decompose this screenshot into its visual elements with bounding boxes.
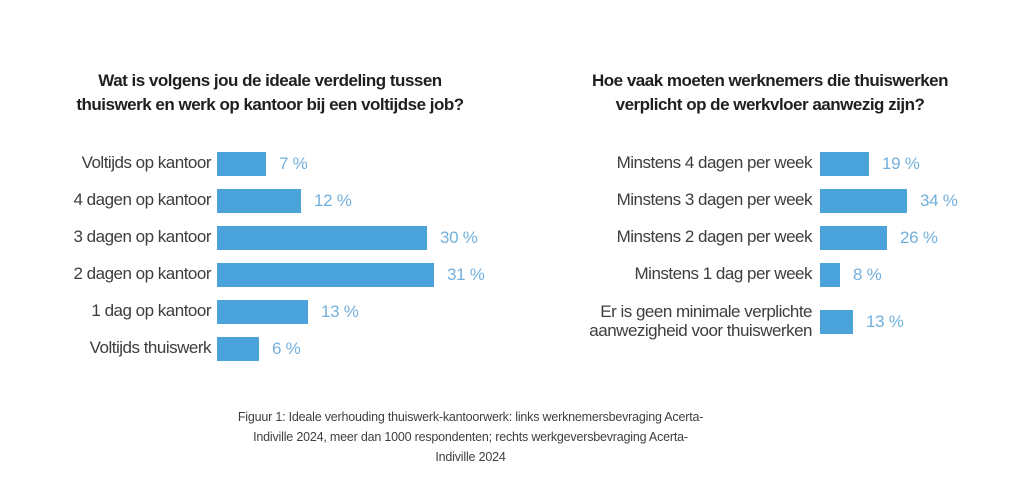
- bar: [217, 299, 308, 324]
- bar: [820, 262, 840, 287]
- chart-row: 1 dag op kantoor 13 %: [60, 293, 520, 330]
- chart-row: Voltijds thuiswerk 6 %: [60, 330, 520, 367]
- value-label: 7 %: [279, 153, 308, 173]
- right-chart-title: Hoe vaak moeten werknemers die thuiswerk…: [555, 69, 985, 117]
- chart-row: Er is geen minimale verplichte aanwezigh…: [560, 293, 1020, 351]
- value-label: 13 %: [866, 312, 904, 331]
- value-label: 19 %: [882, 153, 920, 173]
- bar: [820, 310, 853, 334]
- value-label: 13 %: [321, 301, 359, 321]
- figure-caption-line-2: Indiville 2024, meer dan 1000 respondent…: [253, 430, 688, 444]
- value-label: 8 %: [853, 264, 882, 284]
- value-label: 6 %: [272, 338, 301, 358]
- bar: [217, 151, 266, 176]
- bar: [217, 262, 434, 287]
- right-chart-title-line-1: Hoe vaak moeten werknemers die thuiswerk…: [592, 71, 949, 90]
- chart-row: Voltijds op kantoor 7 %: [60, 145, 520, 182]
- left-chart-title-line-1: Wat is volgens jou de ideale verdeling t…: [98, 71, 442, 90]
- bar: [820, 151, 869, 176]
- category-label: 2 dagen op kantoor: [73, 264, 211, 284]
- chart-row: 3 dagen op kantoor 30 %: [60, 219, 520, 256]
- left-chart-title: Wat is volgens jou de ideale verdeling t…: [55, 69, 485, 117]
- value-label: 30 %: [440, 227, 478, 247]
- chart-row: Minstens 1 dag per week 8 %: [560, 256, 1020, 293]
- bar: [820, 225, 887, 250]
- category-label: Er is geen minimale verplichte aanwezigh…: [589, 302, 812, 340]
- category-label: 4 dagen op kantoor: [73, 190, 211, 210]
- left-chart-title-line-2: thuiswerk en werk op kantoor bij een vol…: [76, 95, 464, 114]
- value-label: 31 %: [447, 264, 485, 284]
- bar: [217, 188, 301, 213]
- category-label: Minstens 2 dagen per week: [616, 227, 813, 247]
- chart-row: Minstens 4 dagen per week 19 %: [560, 145, 1020, 182]
- figure-caption-line-1: Figuur 1: Ideale verhouding thuiswerk-ka…: [237, 410, 704, 424]
- right-chart-title-line-2: verplicht op de werkvloer aanwezig zijn?: [615, 95, 925, 114]
- figure-caption: Figuur 1: Ideale verhouding thuiswerk-ka…: [0, 407, 941, 467]
- chart-row: 4 dagen op kantoor 12 %: [60, 182, 520, 219]
- chart-row: Minstens 3 dagen per week 34 %: [560, 182, 1020, 219]
- category-label: Minstens 1 dag per week: [634, 264, 813, 284]
- category-label: Minstens 3 dagen per week: [616, 190, 813, 210]
- bar: [217, 225, 427, 250]
- bar: [820, 188, 907, 213]
- right-chart-bars: Minstens 4 dagen per week 19 % Minstens 3 …: [560, 145, 1020, 351]
- category-label: Voltijds op kantoor: [81, 153, 212, 173]
- value-label: 34 %: [920, 190, 958, 210]
- left-chart-bars: Voltijds op kantoor 7 % 4 dagen op kantoor…: [60, 145, 520, 367]
- category-label: Voltijds thuiswerk: [89, 338, 212, 358]
- category-label: 3 dagen op kantoor: [73, 227, 211, 247]
- bar: [217, 336, 259, 361]
- figure-caption-line-3: Indiville 2024: [435, 450, 506, 464]
- category-label: Minstens 4 dagen per week: [616, 153, 813, 173]
- category-label: 1 dag op kantoor: [91, 301, 211, 321]
- value-label: 26 %: [900, 227, 938, 247]
- chart-row: 2 dagen op kantoor 31 %: [60, 256, 520, 293]
- value-label: 12 %: [314, 190, 352, 210]
- chart-row: Minstens 2 dagen per week 26 %: [560, 219, 1020, 256]
